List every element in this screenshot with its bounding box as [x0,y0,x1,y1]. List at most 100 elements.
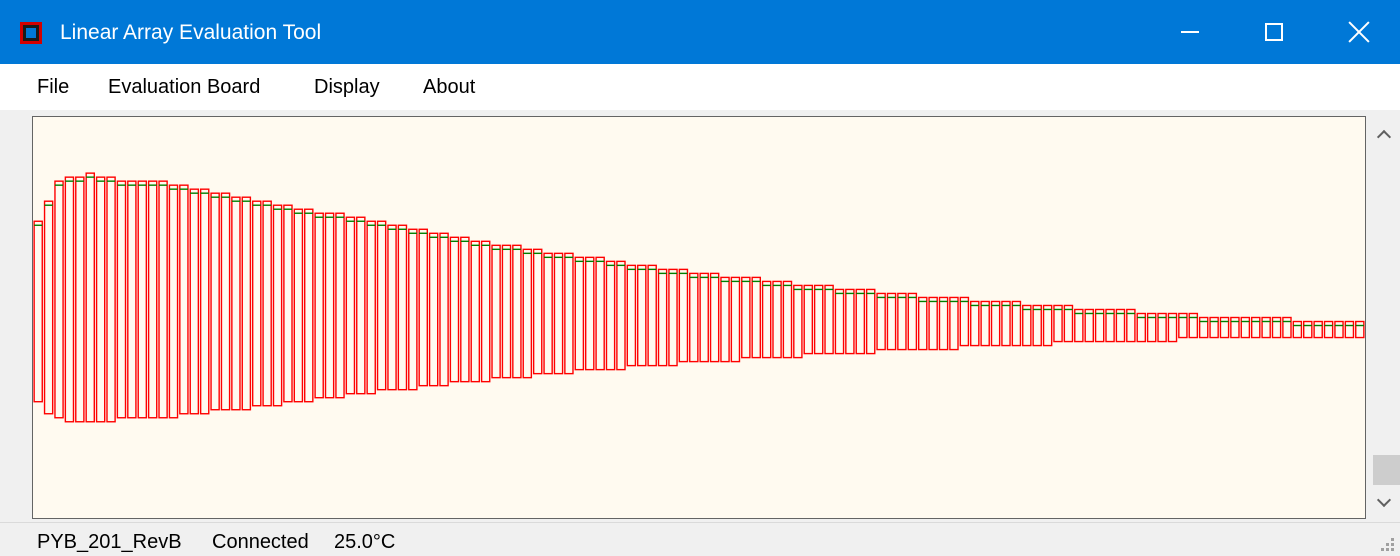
array-bar-90 [970,300,980,347]
array-bar-21 [251,200,262,407]
array-bar-84 [907,292,918,351]
array-bar-61 [668,268,678,367]
array-bar-118 [1261,316,1271,339]
array-bar-17 [210,192,220,411]
window-title: Linear Array Evaluation Tool [60,21,322,44]
array-bar-52 [574,256,585,371]
array-bar-57 [626,264,637,367]
array-bar-104 [1115,308,1126,343]
array-bar-31 [356,216,366,395]
array-bar-51 [564,252,574,375]
title-bar[interactable]: Linear Array Evaluation Tool [0,0,1400,64]
array-bar-46 [512,244,522,379]
array-bar-0 [33,220,43,403]
array-bar-105 [1126,308,1136,343]
array-bar-88 [949,296,959,351]
status-board-name: PYB_201_RevB [37,531,182,553]
array-bar-114 [1219,316,1230,339]
resize-grip-icon[interactable] [1380,537,1396,553]
array-bar-103 [1105,308,1115,343]
array-bar-120 [1282,316,1292,339]
minimize-button[interactable] [1144,0,1236,64]
array-bar-44 [491,244,501,379]
array-bar-33 [376,220,387,391]
array-bar-22 [262,200,272,407]
scroll-down-button[interactable] [1367,488,1400,516]
array-bar-28 [324,212,335,399]
menu-display[interactable]: Display [314,76,380,98]
array-bar-98 [1053,304,1063,343]
scroll-up-button[interactable] [1367,120,1400,148]
array-bar-111 [1188,312,1199,339]
array-bar-63 [689,272,699,363]
array-bar-26 [304,208,314,403]
array-bar-69 [751,276,761,359]
array-bar-75 [813,284,824,355]
array-bar-106 [1136,312,1147,343]
array-bar-113 [1209,316,1219,339]
array-bar-125 [1334,320,1344,339]
maximize-icon [1265,23,1283,41]
array-bar-81 [876,292,886,351]
array-bar-8 [116,180,127,419]
array-bar-86 [928,296,938,351]
array-plot-canvas [33,172,1365,423]
close-button[interactable] [1318,0,1400,64]
array-bar-50 [553,252,564,375]
array-bar-76 [824,284,834,355]
array-bar-79 [855,288,866,355]
array-bar-101 [1084,308,1095,343]
array-bar-126 [1344,320,1355,339]
array-bar-73 [793,284,803,359]
array-bar-87 [938,296,949,351]
chevron-down-icon [1376,492,1391,507]
array-bar-119 [1271,316,1282,339]
menu-file[interactable]: File [37,76,70,98]
array-bar-92 [990,300,1001,347]
status-temperature: 25.0°C [334,531,396,553]
array-bar-91 [980,300,990,347]
array-bar-13 [168,184,179,419]
array-bar-23 [272,204,283,407]
array-bar-66 [720,276,730,363]
array-bar-35 [397,224,408,391]
menu-evaluation-board[interactable]: Evaluation Board [108,76,261,98]
minimize-icon [1181,31,1199,33]
scroll-thumb[interactable] [1373,455,1400,485]
array-bar-30 [345,216,356,395]
array-bar-72 [782,280,793,359]
array-bar-39 [439,232,449,387]
array-bar-110 [1178,312,1188,339]
array-bar-102 [1094,308,1105,343]
array-bar-49 [543,252,553,375]
array-bar-9 [127,180,137,419]
array-bar-1 [43,200,54,415]
array-bar-47 [522,248,533,379]
array-bar-16 [199,188,210,415]
vertical-scrollbar[interactable] [1367,112,1400,522]
maximize-button[interactable] [1228,0,1320,64]
status-bar: PYB_201_RevB Connected 25.0°C [0,522,1400,556]
array-bar-96 [1032,304,1042,347]
array-bar-45 [501,244,512,379]
array-bar-12 [158,180,168,419]
array-bar-109 [1167,312,1178,343]
app-icon[interactable] [20,22,42,44]
array-bar-54 [595,256,605,371]
array-bar-64 [699,272,709,363]
array-bar-14 [179,184,189,415]
array-bar-62 [678,268,689,363]
array-bar-24 [283,204,293,403]
array-bar-29 [335,212,345,399]
array-bar-112 [1198,316,1209,339]
menu-bar: File Evaluation Board Display About [0,64,1400,110]
array-bar-77 [834,288,845,355]
array-bar-5 [85,172,96,423]
array-bar-18 [220,192,231,411]
array-bar-94 [1011,300,1022,347]
array-bar-15 [189,188,200,415]
array-plot [32,116,1366,519]
menu-about[interactable]: About [423,76,476,98]
array-bar-10 [137,180,148,419]
